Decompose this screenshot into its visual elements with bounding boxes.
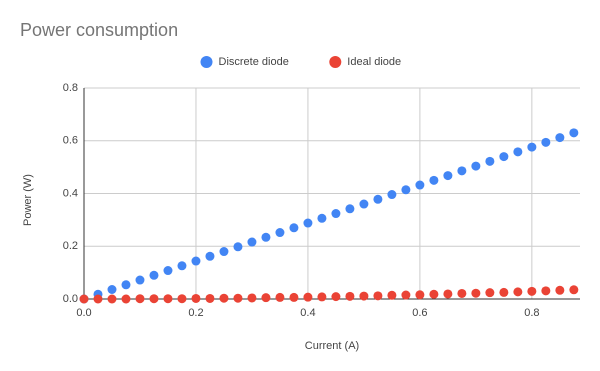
data-point [247,293,257,303]
x-tick-label: 0.2 [188,307,203,319]
x-tick-label: 0.6 [412,307,427,319]
data-point [121,280,131,290]
data-point [373,291,383,301]
data-point [93,294,103,304]
data-point [331,292,341,302]
data-point [275,228,285,238]
data-point [401,290,411,300]
legend-marker [200,56,213,68]
data-point [331,209,341,219]
data-point [261,232,271,242]
x-axis-label: Current (A) [305,340,359,352]
x-tick-label: 0.0 [76,307,91,319]
data-point [471,161,481,171]
x-tick-label: 0.8 [524,307,539,319]
y-tick-label: 0.4 [63,187,78,199]
data-point [443,171,453,181]
data-point [163,266,173,276]
data-point [569,128,579,138]
data-point [303,218,313,228]
data-point [205,251,215,261]
data-point [121,294,131,304]
data-point [317,292,327,302]
data-point [177,261,187,271]
data-point [233,293,243,303]
legend-label: Discrete diode [219,56,289,68]
data-point [527,142,537,152]
data-point [541,286,551,296]
data-point [107,285,117,295]
data-point [149,270,159,280]
data-point [149,294,159,304]
data-point [191,256,201,266]
data-point [247,237,257,247]
data-point [387,290,397,300]
data-point [107,294,117,304]
data-point [79,294,89,304]
data-point [233,242,243,252]
data-point [555,285,565,295]
data-point [317,213,327,223]
data-point [457,166,467,176]
data-point [499,287,509,297]
data-point [485,288,495,298]
data-point [499,152,509,162]
data-point [275,292,285,302]
data-point [177,294,187,304]
y-tick-label: 0.8 [63,82,78,94]
data-point [345,204,355,214]
data-point [569,285,579,295]
data-point [219,247,229,257]
data-point [191,293,201,303]
data-point [513,147,523,157]
data-point [345,291,355,301]
data-point [135,294,145,304]
data-point [485,156,495,166]
data-point [359,199,369,209]
data-point [219,293,229,303]
data-point [541,137,551,147]
y-tick-label: 0.0 [63,293,78,305]
y-tick-label: 0.6 [63,135,78,147]
data-point [373,194,383,204]
data-point [205,293,215,303]
data-point [471,288,481,298]
legend-label: Ideal diode [347,56,401,68]
data-point [401,185,411,195]
data-point [387,190,397,200]
data-point [289,292,299,302]
data-point [429,175,439,185]
x-tick-label: 0.4 [300,307,315,319]
data-point [457,288,467,298]
chart-title: Power consumption [20,20,178,40]
y-axis-label: Power (W) [22,174,34,226]
data-point [261,293,271,303]
legend-marker [329,56,342,68]
data-point [289,223,299,233]
data-point [135,275,145,285]
data-point [527,286,537,296]
data-point [415,290,425,300]
data-point [303,292,313,302]
data-point [513,287,523,297]
y-tick-label: 0.2 [63,240,78,252]
data-point [163,294,173,304]
data-point [415,180,425,190]
data-point [443,289,453,299]
data-point [555,133,565,143]
data-point [429,289,439,299]
data-point [359,291,369,301]
